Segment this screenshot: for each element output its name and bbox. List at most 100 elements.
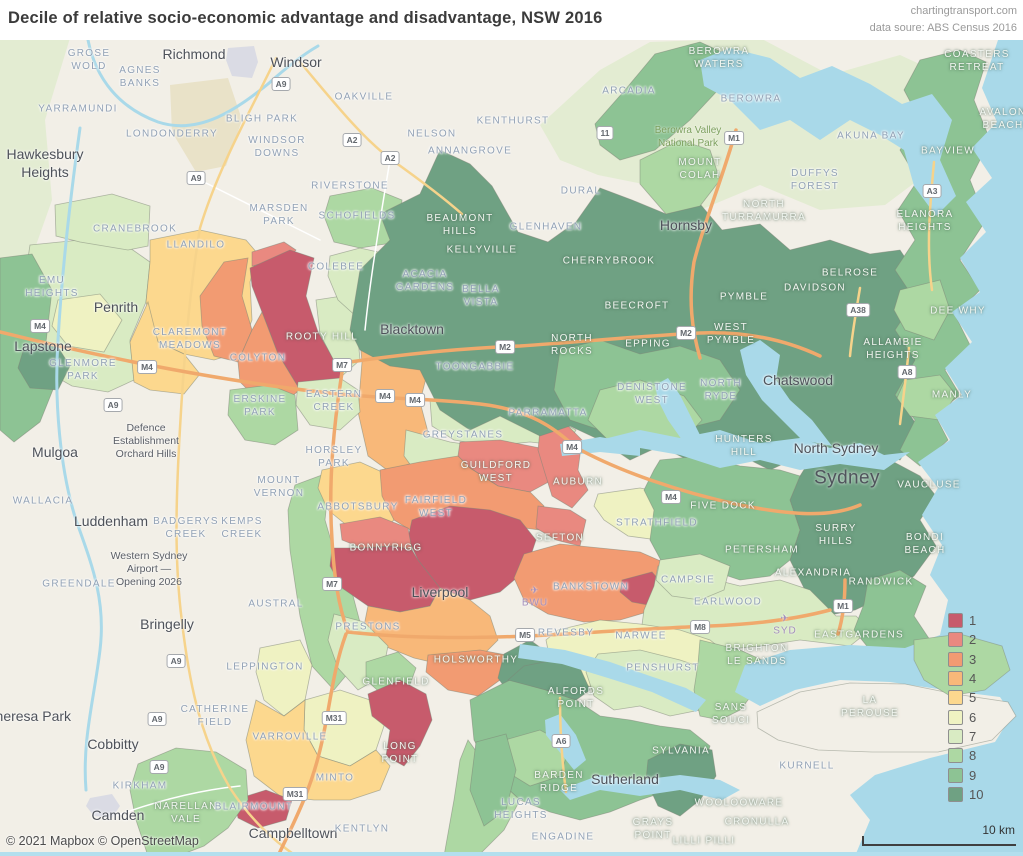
scale-bar-label: 10 km — [982, 823, 1015, 837]
map-label: Cobbitty — [87, 735, 139, 752]
map-label: BONNYRIGG — [349, 542, 423, 554]
legend-item[interactable]: 6 — [948, 707, 983, 726]
legend-item[interactable]: 2 — [948, 630, 983, 649]
legend-value: 1 — [969, 613, 977, 629]
map-region-decile-7 — [655, 553, 731, 601]
map-label: CAMPSIE — [660, 574, 716, 586]
map-label: HUNTERS HILL — [715, 434, 773, 458]
map-label: LLANDILO — [166, 239, 226, 251]
legend-item[interactable]: 1 — [948, 611, 983, 630]
map-label: GREENDALE — [42, 578, 116, 590]
legend-value: 3 — [969, 651, 977, 667]
map-label: Camden — [91, 806, 145, 823]
map-label: Western Sydney Airport — Opening 2026 — [110, 549, 188, 588]
map-label: OAKVILLE — [334, 91, 394, 103]
legend-swatch — [948, 786, 963, 802]
map-label: HOLSWORTHY — [433, 654, 519, 666]
map-label: AGNES BANKS — [119, 65, 161, 89]
map-label: SYLVANIA — [652, 745, 710, 757]
road-shield: A8 — [897, 365, 917, 379]
map-label: BEECROFT — [604, 300, 670, 312]
river — [86, 38, 320, 128]
road-shield: M4 — [30, 319, 50, 333]
map-label: NELSON — [407, 128, 457, 140]
map-label: COLEBEE — [307, 261, 365, 273]
map-label: WOOLOOWARE — [694, 797, 784, 809]
legend-value: 8 — [969, 748, 977, 764]
road-shield: 11 — [596, 126, 614, 140]
map-region-decile-1 — [233, 789, 293, 829]
legend-swatch — [948, 748, 963, 764]
road-motorway — [276, 632, 348, 856]
map-label: ✈ SYD — [773, 613, 797, 637]
map-label: Richmond — [162, 45, 226, 62]
map-label: DUFFYS FOREST — [790, 168, 840, 192]
map-label: GUILDFORD WEST — [460, 460, 532, 484]
legend-swatch — [948, 651, 963, 667]
road-shield: M7 — [322, 577, 342, 591]
map-label: PRESTONS — [335, 621, 401, 633]
legend-swatch — [948, 767, 963, 783]
page-title: Decile of relative socio-economic advant… — [8, 9, 603, 27]
map-label: DURAL — [560, 185, 602, 197]
map-label: ALEXANDRIA — [774, 567, 852, 579]
road-highway — [927, 160, 936, 292]
map-label: ANNANGROVE — [427, 145, 513, 157]
road-shield: A6 — [551, 734, 571, 748]
road-highway — [848, 286, 862, 358]
map-label: PARRAMATTA — [508, 407, 588, 419]
map-label: LILLI PILLI — [672, 835, 736, 847]
legend-swatch — [948, 728, 963, 744]
map-label: Penrith — [93, 298, 139, 315]
road-shield: M4 — [137, 360, 157, 374]
map-label: Chatswood — [762, 371, 834, 388]
map-label: AUBURN — [552, 476, 604, 488]
map-label: MANLY — [931, 389, 973, 401]
map-label: Defence Establishment Orchard Hills — [113, 421, 179, 460]
road-shield: M4 — [661, 490, 681, 504]
road-shield: M2 — [676, 326, 696, 340]
map-label: NARELLAN VALE — [154, 801, 218, 825]
map-region-decile-8 — [893, 279, 951, 341]
map-label: EMU HEIGHTS — [25, 275, 79, 299]
water-body — [700, 48, 956, 216]
map-label: BANKSTOWN — [553, 581, 629, 593]
legend-item[interactable]: 7 — [948, 727, 983, 746]
map-region-decile-1 — [367, 679, 433, 767]
map-label: ERSKINE PARK — [233, 394, 287, 418]
legend-item[interactable]: 4 — [948, 669, 983, 688]
legend-item[interactable]: 10 — [948, 785, 983, 804]
map-label: MOUNT COLAH — [678, 157, 722, 181]
map-label: Hawkesbury Heights — [6, 145, 84, 180]
road-shield: A9 — [149, 760, 169, 774]
map-region-decile-6 — [51, 293, 123, 353]
road-motorway — [348, 331, 822, 364]
map-label: Hornsby — [659, 216, 713, 233]
legend-item[interactable]: 5 — [948, 688, 983, 707]
map-label: YARRAMUNDI — [38, 103, 118, 115]
legend-value: 7 — [969, 728, 977, 744]
map-label: BRIGHTON LE SANDS — [725, 643, 789, 667]
map-label: EARLWOOD — [694, 596, 762, 608]
map-label: AVALON BEACH — [979, 107, 1023, 131]
map-label: Campbelltown — [248, 824, 338, 841]
credit-source: data soure: ABS Census 2016 — [869, 21, 1017, 34]
map-label: AUSTRAL — [248, 598, 304, 610]
map-label: ROOTY HILL — [285, 331, 359, 343]
map-label: BEROWRA WATERS — [688, 46, 750, 70]
map-label: BELROSE — [821, 267, 879, 279]
map-label: North Sydney — [793, 439, 879, 456]
map-label: BLIGH PARK — [225, 113, 299, 125]
road-shield: M5 — [515, 628, 535, 642]
map-label: RIVERSTONE — [311, 180, 389, 192]
legend-item[interactable]: 8 — [948, 746, 983, 765]
road-shield: M31 — [321, 711, 347, 725]
base-area-urban — [86, 794, 120, 818]
road-shield: M4 — [405, 393, 425, 407]
map-label: SANS SOUCI — [711, 702, 751, 726]
legend-item[interactable]: 9 — [948, 765, 983, 784]
legend-item[interactable]: 3 — [948, 650, 983, 669]
map-label: BARDEN RIDGE — [534, 770, 584, 794]
legend-value: 5 — [969, 690, 977, 706]
